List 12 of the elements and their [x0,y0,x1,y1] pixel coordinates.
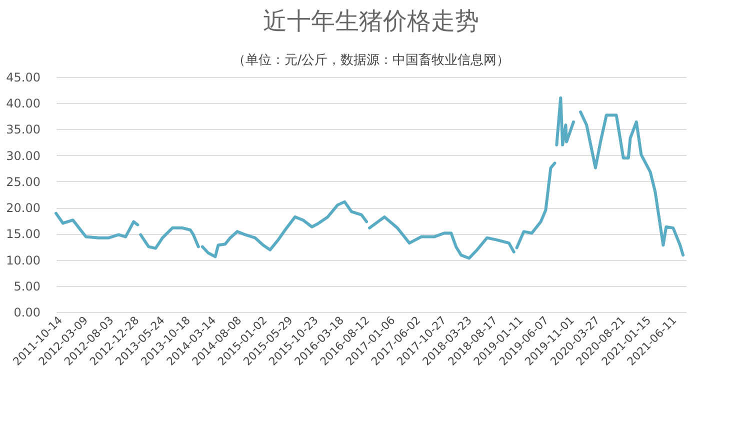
chart-title: 近十年生猪价格走势 [263,7,479,35]
y-tick-label: 45.00 [6,70,40,84]
y-tick-label: 30.00 [6,148,40,163]
y-tick-label: 0.00 [14,306,40,320]
chart-subtitle: （单位：元/公斤，数据源：中国畜牧业信息网） [232,52,510,68]
y-tick-label: 15.00 [6,227,40,242]
y-tick-label: 10.00 [6,253,40,268]
y-tick-label: 25.00 [6,174,40,189]
y-tick-label: 20.00 [6,201,40,216]
y-tick-label: 40.00 [6,96,40,111]
y-tick-label: 35.00 [6,122,40,137]
y-tick-label: 5.00 [14,279,40,294]
